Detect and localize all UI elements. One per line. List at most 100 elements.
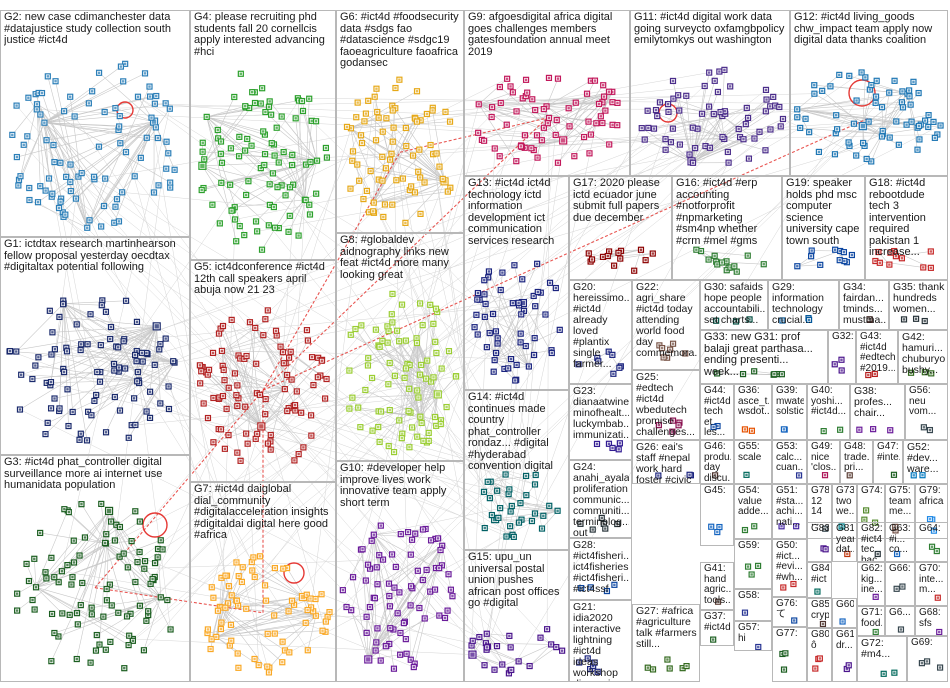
group-box-g21: G21: idia2020 interactive lightning #ict… [569,600,632,682]
group-box-g34: G34: fairdan... tminds... mustma... [839,280,889,330]
group-label: G8: #globaldev aidnography links new fea… [340,235,449,281]
edge [672,115,723,129]
node-fill [691,161,695,165]
edge [691,99,767,162]
node-fill [658,101,662,104]
node-fill [381,130,384,133]
node-fill [15,155,19,159]
edge [392,181,445,205]
edge [360,394,438,428]
edge [202,107,246,167]
node-fill [582,135,586,139]
edge [367,555,380,660]
node-fill [418,176,422,179]
group-box-g19: G19: speaker holds phd msc computer scie… [782,176,865,280]
node-fill [646,109,649,112]
edge [63,300,127,304]
edge [653,115,723,129]
edge [113,326,157,365]
node-fill [664,148,667,151]
group-box-g70: G70: inte... m... [915,562,948,606]
edge [21,374,139,381]
node-fill [398,78,401,81]
edge [692,106,780,164]
edge-intergroup [52,193,511,648]
node-fill [718,70,721,73]
edge-intergroup [70,164,432,382]
edge [490,481,511,512]
node-fill [381,179,384,182]
edge [478,132,564,141]
edge-intergroup [208,211,374,371]
edge [221,350,284,353]
node-fill [482,139,486,142]
edge [528,292,542,367]
group-box-g72: G72: #m4... [857,636,907,682]
edge [98,121,155,147]
group-box-g33: G33: new G31: prof balaji great parthasa… [700,330,828,384]
group-label: G64: [919,524,941,534]
edge [216,593,322,638]
node-fill [259,102,262,105]
node-fill [392,126,395,129]
node-fill [356,101,359,104]
edge-intergroup [264,120,926,166]
edge [255,160,318,222]
node-fill [425,112,429,116]
node-fill [415,90,419,93]
node-fill [315,159,319,162]
edge [91,362,175,416]
edge [86,86,150,228]
edge [54,597,161,634]
edge [546,106,585,138]
edge-intergroup [446,343,498,408]
group-label: G83: [811,524,829,534]
node-fill [382,215,385,219]
node-fill [574,101,577,104]
group-box-g49: G49: nice 'clos... [807,440,840,484]
edge-intergroup [515,380,543,529]
edge-intergroup [54,161,499,519]
node-fill [57,206,61,210]
node-fill [585,92,589,95]
node-fill [477,103,480,106]
edge [138,380,170,410]
edge [350,121,451,129]
edge [692,126,781,164]
edge [692,111,726,163]
edge-intergroup [373,202,520,523]
node-fill [404,126,408,130]
node-fill [200,188,203,192]
edge [219,397,262,427]
group-label: G24: anahi_ayala proliferation communic.… [573,462,629,538]
node-fill [216,128,219,132]
node-fill [273,154,276,157]
edge [44,115,120,123]
edge [138,362,175,381]
edge [219,577,222,607]
node-fill [255,230,259,233]
group-label: G4: please recruiting phd students fall … [194,12,325,58]
edge [81,504,107,544]
edge [283,151,306,200]
node-fill [59,161,62,164]
group-box-g54: G54: value adde... [734,484,772,539]
group-label: G23: dianaatwine minofhealt... luckymbab… [573,386,629,441]
group-box-g64: G64: [915,522,948,562]
group-box-g56: G56: neu vom... [905,384,948,440]
node-fill [573,154,576,158]
node-fill [277,161,280,164]
self-loop [848,79,876,107]
node-fill [616,101,619,105]
edge-intergroup [255,327,552,645]
edge-intergroup [136,361,171,630]
edge-intergroup [388,71,720,385]
node-fill [200,163,205,169]
node-fill [92,175,96,179]
edge [609,249,641,252]
group-box-g16: G16: #ict4d #erp accounting #notforprofi… [672,176,782,280]
group-box-g53: G53: calc... cuan... [772,440,807,484]
self-loop [142,512,168,538]
edge [222,325,262,427]
edge [35,587,134,642]
